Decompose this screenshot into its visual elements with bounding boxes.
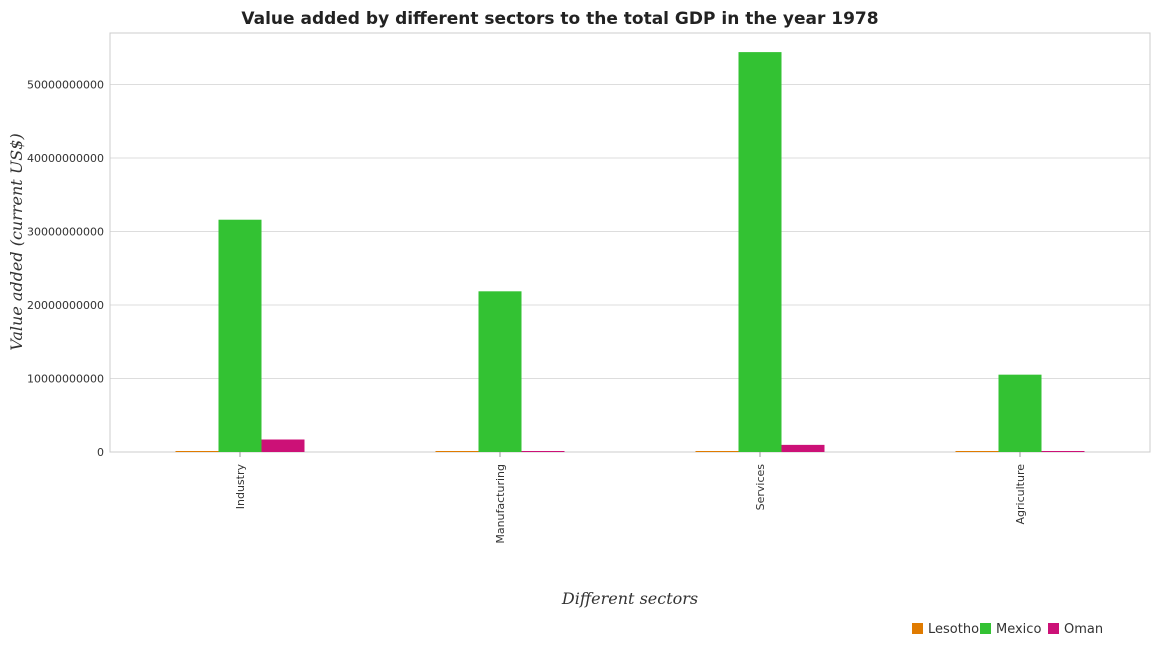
plot-area — [109, 32, 1151, 453]
y-tick-label: 30000000000 — [27, 225, 104, 238]
y-axis-label: Value added (current US$) — [7, 133, 26, 350]
bar-lesotho-services — [695, 451, 739, 452]
grid — [110, 83, 1150, 453]
bar-lesotho-industry — [175, 451, 219, 452]
bar-lesotho-manufacturing — [435, 451, 479, 452]
y-tick-label: 50000000000 — [27, 78, 104, 91]
y-tick-label: 0 — [97, 446, 104, 459]
bar-lesotho-agriculture — [955, 451, 999, 452]
chart-title: Value added by different sectors to the … — [241, 9, 878, 29]
bar-oman-services — [781, 444, 825, 452]
y-axis-ticks: 0 10000000000 20000000000 30000000000 400000… — [27, 78, 104, 459]
legend-label-mexico: Mexico — [996, 622, 1041, 637]
bar-mexico-manufacturing — [478, 291, 522, 452]
x-axis-ticks: Industry Manufacturing Services Agriculture — [234, 452, 1027, 544]
y-tick-label: 10000000000 — [27, 372, 104, 385]
legend-swatch-oman — [1048, 623, 1059, 634]
legend: Lesotho Mexico Oman — [912, 622, 1103, 637]
x-axis-label: Different sectors — [561, 589, 698, 608]
x-tick-label: Services — [754, 464, 767, 511]
bar-oman-agriculture — [1041, 451, 1085, 452]
bar-oman-industry — [261, 439, 305, 452]
x-tick-label: Industry — [234, 464, 247, 510]
bars — [175, 52, 1085, 453]
bar-mexico-agriculture — [998, 374, 1042, 452]
bar-mexico-industry — [218, 219, 262, 452]
bar-mexico-services — [738, 52, 782, 453]
bar-oman-manufacturing — [521, 451, 565, 452]
legend-swatch-mexico — [980, 623, 991, 634]
x-tick-label: Agriculture — [1014, 464, 1027, 525]
legend-label-lesotho: Lesotho — [928, 622, 979, 637]
legend-label-oman: Oman — [1064, 622, 1103, 637]
y-tick-label: 20000000000 — [27, 299, 104, 312]
y-tick-label: 40000000000 — [27, 152, 104, 165]
x-tick-label: Manufacturing — [494, 464, 507, 544]
legend-swatch-lesotho — [912, 623, 923, 634]
